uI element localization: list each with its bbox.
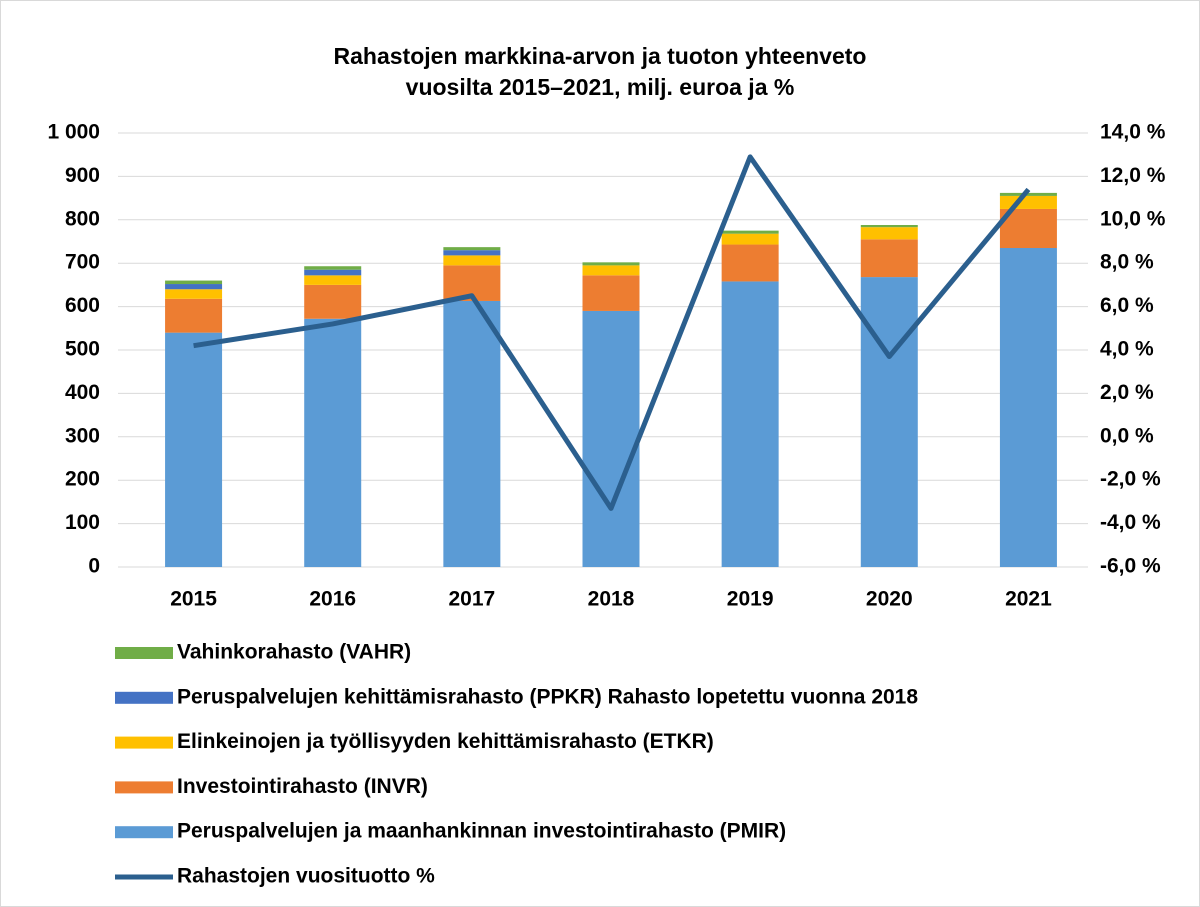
bar-segment [304,275,362,285]
bar-segment [443,247,501,251]
bar-segment [304,284,362,319]
legend-swatch [115,647,173,659]
bar-segment [582,275,640,311]
bar-segment [860,225,918,228]
bar-segment [999,195,1057,209]
bar-segment [165,284,223,290]
x-tick-label: 2019 [727,588,774,611]
bar-segment [860,277,918,567]
y-tick-label: 900 [65,164,100,187]
bar-segment [999,248,1057,567]
y-tick-label: 100 [65,511,100,534]
bar-segment [721,244,779,282]
y-tick-label: 400 [65,381,100,404]
bar-segment [582,310,640,567]
y-tick-label: 800 [65,207,100,230]
bar-segment [443,300,501,567]
x-tick-label: 2018 [588,588,635,611]
y2-tick-label: -2,0 % [1100,468,1161,491]
y-tick-label: 0 [88,555,100,578]
x-tick-label: 2016 [309,588,356,611]
legend-swatch [115,826,173,839]
bar-segment [999,192,1057,196]
y2-tick-label: 8,0 % [1100,251,1154,274]
bar-segment [721,281,779,567]
y2-tick-label: 4,0 % [1100,338,1154,361]
legend-label: Peruspalvelujen ja maanhankinnan investo… [177,820,786,843]
bar-segment [304,266,362,270]
legend-label: Elinkeinojen ja työllisyyden kehittämisr… [177,730,714,753]
y2-tick-label: 2,0 % [1100,381,1154,404]
bar-segment [165,280,223,285]
line-series [193,154,1031,511]
bar-segment [721,230,779,234]
legend-swatch [115,691,173,704]
chart-title: vuosilta 2015–2021, milj. euroa ja % [406,74,795,100]
bar-segment [165,289,223,299]
legend-label: Peruspalvelujen kehittämisrahasto (PPKR)… [177,685,918,708]
bar-segment [582,262,640,266]
y2-tick-label: 14,0 % [1100,121,1166,144]
y-tick-label: 500 [65,338,100,361]
y2-tick-label: -6,0 % [1100,555,1161,578]
chart-title: Rahastojen markkina-arvon ja tuoton yhte… [334,43,867,69]
y-tick-label: 600 [65,294,100,317]
y-tick-label: 300 [65,424,100,447]
bar-segment [304,318,362,567]
legend-label: Vahinkorahasto (VAHR) [177,641,411,664]
x-tick-label: 2017 [448,588,495,611]
bar-segment [721,233,779,245]
bar-segment [443,250,501,256]
bar-segment [582,265,640,276]
bar-segment [165,298,223,333]
bar-segment [304,269,362,276]
bar-segment [443,255,501,266]
y-tick-label: 1 000 [47,121,100,144]
x-tick-label: 2020 [866,588,913,611]
x-tick-label: 2021 [1005,588,1052,611]
legend-label: Rahastojen vuosituotto % [177,865,435,888]
legend-label: Investointirahasto (INVR) [177,775,428,798]
y2-tick-label: 6,0 % [1100,294,1154,317]
bar-segment [860,227,918,240]
y2-tick-label: 12,0 % [1100,164,1166,187]
x-tick-label: 2015 [170,588,217,611]
bar-segment [165,332,223,567]
bar-segment [860,239,918,278]
y2-tick-label: 10,0 % [1100,207,1166,230]
y2-tick-label: 0,0 % [1100,424,1154,447]
legend-swatch [115,781,173,794]
y-tick-label: 200 [65,468,100,491]
y2-tick-label: -4,0 % [1100,511,1161,534]
y-tick-label: 700 [65,251,100,274]
legend-swatch [115,736,173,749]
